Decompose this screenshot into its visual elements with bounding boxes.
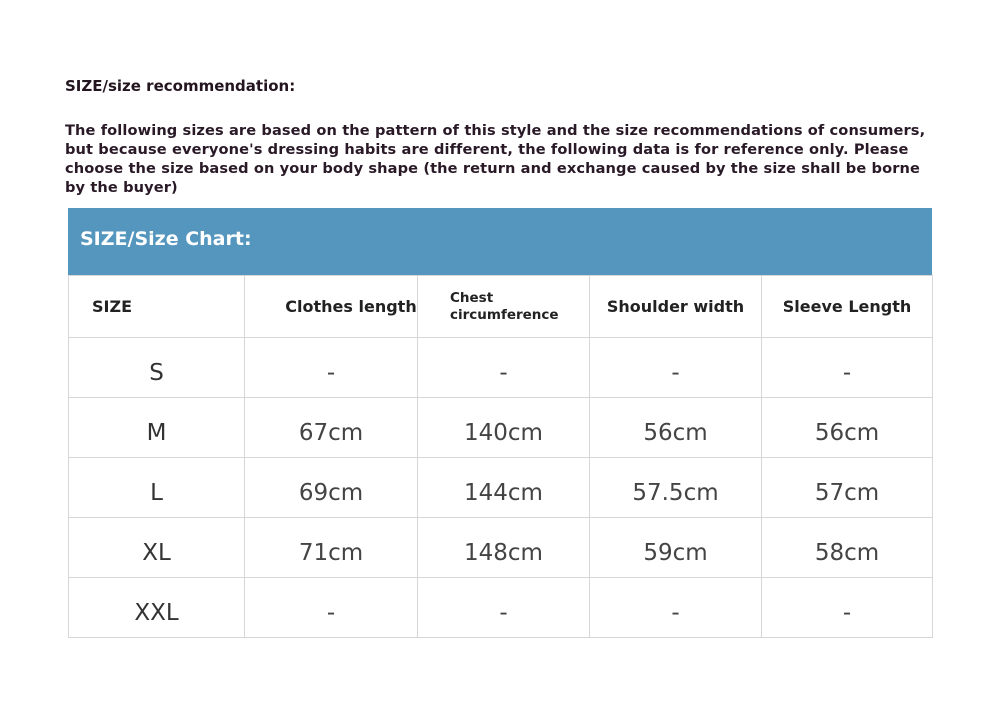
measurement-cell: - <box>761 337 933 398</box>
measurement-cell: 67cm <box>244 397 418 458</box>
table-row: S---- <box>68 337 933 398</box>
measurement-cell: 71cm <box>244 517 418 578</box>
measurement-cell: 140cm <box>417 397 590 458</box>
table-row: L 69cm 144cm 57.5cm 57cm <box>68 457 933 518</box>
column-header: Clothes length <box>244 275 418 338</box>
measurement-cell: 57.5cm <box>589 457 762 518</box>
measurement-cell: 69cm <box>244 457 418 518</box>
column-header: Sleeve Length <box>761 275 933 338</box>
measurement-cell: 148cm <box>417 517 590 578</box>
size-chart-header: SIZE/Size Chart: <box>68 208 932 275</box>
measurement-cell: - <box>589 337 762 398</box>
measurement-cell: - <box>417 337 590 398</box>
table-row: XXL - - - - <box>68 577 933 638</box>
size-cell: XL <box>68 517 245 578</box>
measurement-cell: - <box>244 337 418 398</box>
recommendation-heading: SIZE/size recommendation: <box>65 77 296 95</box>
column-header: Shoulder width <box>589 275 762 338</box>
column-header: SIZE <box>68 275 245 338</box>
table-row: XL 71cm 148cm 59cm 58cm <box>68 517 933 578</box>
size-chart-title: SIZE/Size Chart: <box>80 228 252 250</box>
size-cell: XXL <box>68 577 245 638</box>
size-cell: S <box>68 337 245 398</box>
measurement-cell: - <box>244 577 418 638</box>
measurement-cell: 56cm <box>589 397 762 458</box>
table-header-row: SIZE Clothes length Chest circumference … <box>68 275 933 338</box>
recommendation-description: The following sizes are based on the pat… <box>65 122 926 196</box>
size-table: SIZE Clothes length Chest circumference … <box>68 275 933 638</box>
measurement-cell: - <box>417 577 590 638</box>
measurement-cell: 144cm <box>417 457 590 518</box>
measurement-cell: 59cm <box>589 517 762 578</box>
measurement-cell: - <box>761 577 933 638</box>
measurement-cell: 57cm <box>761 457 933 518</box>
table-row: M 67cm 140cm 56cm 56cm <box>68 397 933 458</box>
column-header: Chest circumference <box>417 275 590 338</box>
measurement-cell: - <box>589 577 762 638</box>
measurement-cell: 56cm <box>761 397 933 458</box>
size-cell: L <box>68 457 245 518</box>
measurement-cell: 58cm <box>761 517 933 578</box>
size-cell: M <box>68 397 245 458</box>
